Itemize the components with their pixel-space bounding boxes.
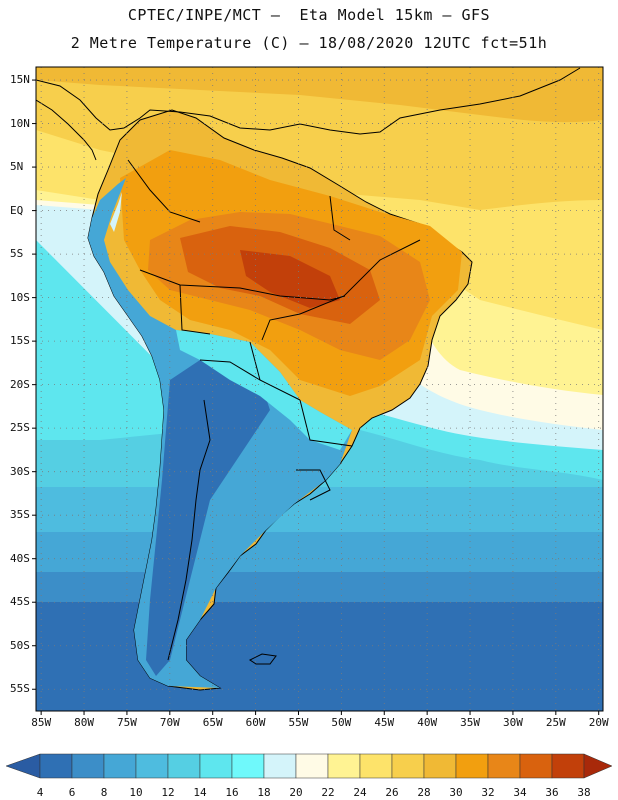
- colorbar-swatch: [391, 753, 425, 779]
- colorbar-swatch: [423, 753, 457, 779]
- colorbar-label: 24: [353, 786, 367, 799]
- colorbar-label: 32: [481, 786, 495, 799]
- lon-label: 70W: [159, 716, 180, 729]
- lat-label: 10S: [10, 290, 30, 304]
- lat-label: EQ: [10, 203, 24, 217]
- lon-label: 50W: [331, 716, 352, 729]
- andes-cold-strip: [110, 192, 122, 232]
- colorbar: [5, 753, 613, 779]
- map-title-line2: 2 Metre Temperature (C) – 18/08/2020 12U…: [70, 34, 548, 52]
- lat-label: 15S: [10, 334, 30, 348]
- land-temp-6: [146, 360, 270, 676]
- colorbar-swatch: [359, 753, 393, 779]
- colorbar-swatch: [39, 753, 73, 779]
- colorbar-swatch: [551, 753, 585, 779]
- lat-label: 10N: [10, 116, 30, 130]
- colorbar-label: 4: [36, 786, 44, 799]
- land-temp-38: [240, 250, 340, 308]
- colorbar-label: 20: [289, 786, 303, 799]
- lat-label: 25S: [10, 421, 30, 435]
- plot-frame: [35, 66, 604, 712]
- colorbar-label: 28: [417, 786, 431, 799]
- lat-label: 15N: [10, 73, 30, 87]
- colorbar-label: 16: [225, 786, 239, 799]
- lon-label: 60W: [245, 716, 266, 729]
- ocean-band-30: [36, 67, 603, 123]
- colorbar-label: 12: [161, 786, 175, 799]
- lat-label: 35S: [10, 508, 30, 522]
- colorbar-swatch: [263, 753, 297, 779]
- colorbar-swatch: [103, 753, 137, 779]
- colorbar-label: 22: [321, 786, 335, 799]
- colorbar-swatch: [455, 753, 489, 779]
- central-america-coast: [36, 99, 97, 161]
- caribbean-coastline: [36, 67, 581, 135]
- colorbar-label: 34: [513, 786, 527, 799]
- lon-label: 25W: [545, 716, 566, 729]
- lon-label: 85W: [31, 716, 52, 729]
- colorbar-label: 8: [100, 786, 108, 799]
- colorbar-arrow-high: [583, 753, 613, 779]
- land-temp-16: [176, 330, 352, 450]
- lon-label: 75W: [116, 716, 137, 729]
- map-plot-area: [36, 67, 603, 711]
- lat-label: 5S: [10, 247, 24, 261]
- colorbar-swatch: [295, 753, 329, 779]
- lat-label: 30S: [10, 464, 30, 478]
- lat-label: 40S: [10, 551, 30, 565]
- lat-label: 20S: [10, 377, 30, 391]
- lat-label: 55S: [10, 682, 30, 696]
- lon-label: 20W: [588, 716, 609, 729]
- lon-label: 40W: [417, 716, 438, 729]
- falkland-islands: [249, 653, 277, 665]
- lon-label: 30W: [502, 716, 523, 729]
- lon-label: 65W: [202, 716, 223, 729]
- colorbar-swatch: [519, 753, 553, 779]
- colorbar-label: 10: [129, 786, 143, 799]
- colorbar-swatch: [167, 753, 201, 779]
- colorbar-label: 6: [68, 786, 76, 799]
- colorbar-swatch: [135, 753, 169, 779]
- lat-label: 5N: [10, 160, 24, 174]
- colorbar-swatch: [327, 753, 361, 779]
- colorbar-label: 26: [385, 786, 399, 799]
- colorbar-swatch: [199, 753, 233, 779]
- lon-label: 45W: [374, 716, 395, 729]
- colorbar-swatch: [71, 753, 105, 779]
- map-title-line1: CPTEC/INPE/MCT – Eta Model 15km – GFS: [127, 6, 491, 24]
- lat-label: 45S: [10, 595, 30, 609]
- colorbar-arrow-low: [5, 753, 41, 779]
- colorbar-swatch: [231, 753, 265, 779]
- colorbar-label: 18: [257, 786, 271, 799]
- lat-label: 50S: [10, 638, 30, 652]
- colorbar-label: 36: [545, 786, 559, 799]
- axis-ticks: [32, 79, 600, 715]
- colorbar-swatch: [487, 753, 521, 779]
- colorbar-label: 38: [577, 786, 591, 799]
- colorbar-label: 14: [193, 786, 207, 799]
- country-borders: [127, 159, 421, 661]
- lon-label: 80W: [74, 716, 94, 729]
- colorbar-label: 30: [449, 786, 463, 799]
- lon-label: 55W: [288, 716, 309, 729]
- lon-label: 35W: [460, 716, 480, 729]
